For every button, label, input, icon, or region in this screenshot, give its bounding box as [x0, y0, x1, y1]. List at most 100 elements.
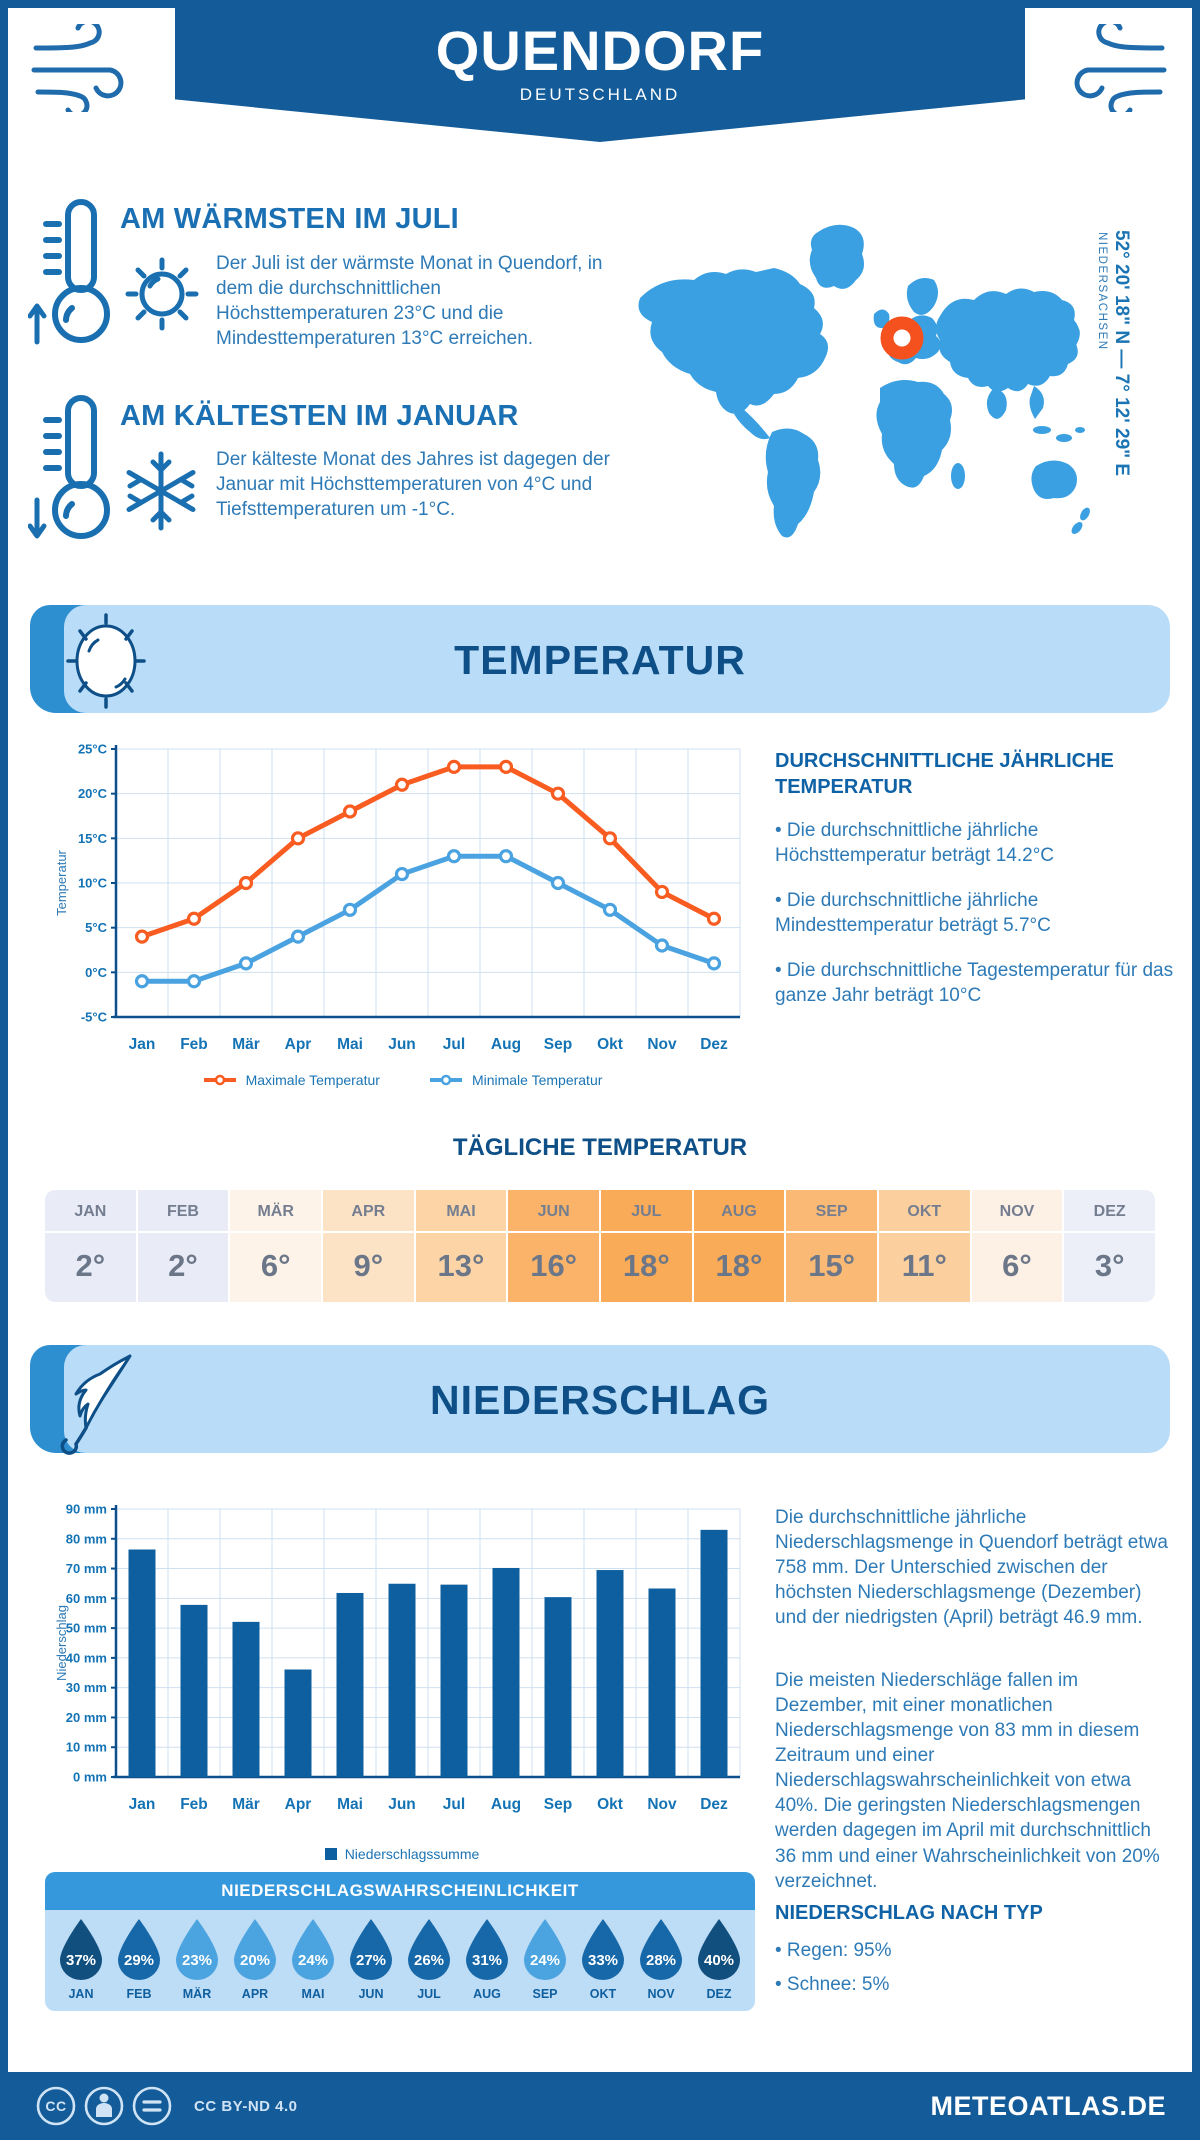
svg-text:Mär: Mär [232, 1036, 260, 1053]
daily-temp-value: 6° [1002, 1248, 1032, 1283]
droplet-month: OKT [589, 1987, 617, 2001]
wind-icon-right [1074, 24, 1167, 112]
svg-text:-5°C: -5°C [81, 1010, 108, 1025]
temperature-section-title: TEMPERATUR [454, 637, 746, 683]
legend-label-max: Maximale Temperatur [245, 1072, 380, 1088]
svg-text:Nov: Nov [647, 1796, 677, 1813]
daily-temp-value: 6° [260, 1248, 291, 1283]
site-name: METEOATLAS.DE [930, 2090, 1166, 2121]
daily-temp-value: 15° [808, 1248, 856, 1283]
svg-text:Okt: Okt [597, 1796, 623, 1813]
annual-bullet-2: • Die durchschnittliche jährliche Mindes… [775, 890, 1051, 937]
svg-text:Mai: Mai [337, 1036, 363, 1053]
droplet-icon: 26% [408, 1919, 450, 1980]
droplet-icon: 37% [60, 1919, 102, 1980]
svg-text:31%: 31% [472, 1952, 502, 1969]
svg-text:30 mm: 30 mm [66, 1680, 107, 1695]
svg-text:24%: 24% [298, 1952, 328, 1969]
daily-temp-cell: NOV 6° [971, 1190, 1063, 1302]
daily-temp-value: 9° [353, 1248, 384, 1283]
daily-temp-cell: AUG 18° [693, 1190, 785, 1302]
daily-temp-month: MÄR [230, 1190, 321, 1233]
thermometer-cold-icon [28, 395, 110, 539]
svg-text:24%: 24% [530, 1952, 560, 1969]
warmest-text: Der Juli ist der wärmste Monat in Quendo… [216, 253, 603, 350]
annual-bullet-1: • Die durchschnittliche jährliche Höchst… [775, 820, 1055, 867]
coldest-title: AM KÄLTESTEN IM JANUAR [120, 400, 519, 432]
svg-text:50 mm: 50 mm [66, 1621, 107, 1636]
daily-temp-value: 2° [168, 1248, 198, 1283]
svg-text:Apr: Apr [285, 1796, 312, 1813]
umbrella-icon [60, 1354, 132, 1455]
svg-text:Apr: Apr [285, 1036, 312, 1053]
legend-item-min: Minimale Temperatur [428, 1072, 602, 1088]
svg-text:Jan: Jan [129, 1036, 156, 1053]
precipitation-banner [64, 1345, 1170, 1453]
svg-text:Feb: Feb [180, 1796, 208, 1813]
daily-temp-month: SEP [786, 1190, 877, 1233]
header-banner: QUENDORF DEUTSCHLAND [175, 0, 1025, 142]
droplet-month: AUG [473, 1987, 501, 2001]
svg-text:Temperatur: Temperatur [54, 849, 69, 915]
daily-temp-month: JUN [508, 1190, 599, 1233]
svg-text:40 mm: 40 mm [66, 1650, 107, 1665]
daily-temp-month: NOV [971, 1190, 1063, 1233]
cc-by-nd-icons: CC [36, 2086, 172, 2126]
svg-text:Jan: Jan [129, 1796, 156, 1813]
probability-droplet: 31% AUG [459, 1918, 515, 2001]
daily-temperature-table: JAN 2° FEB 2° MÄR 6° APR 9° MAI 13° JUN 16° JUL 18° AU… [45, 1190, 1155, 1302]
droplet-icon: 29% [118, 1919, 160, 1980]
svg-text:Nov: Nov [647, 1036, 677, 1053]
annual-temperature-title: DURCHSCHNITTLICHE JÄHRLICHE TEMPERATUR [775, 750, 1114, 798]
probability-droplet: 40% DEZ [691, 1918, 747, 2001]
snowflake-icon [126, 451, 196, 531]
svg-text:Sep: Sep [544, 1036, 572, 1053]
droplet-month: NOV [647, 1987, 675, 2001]
wind-icon-left [31, 24, 124, 112]
daily-temp-value: 13° [437, 1248, 485, 1283]
svg-text:70 mm: 70 mm [66, 1561, 107, 1576]
svg-text:60 mm: 60 mm [66, 1591, 107, 1606]
page-subtitle: DEUTSCHLAND [519, 85, 681, 104]
page-title: QUENDORF [435, 19, 765, 82]
svg-text:Dez: Dez [700, 1036, 728, 1053]
daily-temp-value: 18° [622, 1248, 670, 1283]
droplet-month: DEZ [706, 1987, 732, 2001]
probability-droplet: 33% OKT [575, 1918, 631, 2001]
svg-text:0°C: 0°C [85, 965, 107, 980]
world-map [638, 224, 1090, 538]
precipitation-paragraph-1: Die durchschnittliche jährliche Niedersc… [775, 1507, 1168, 1629]
svg-text:20 mm: 20 mm [66, 1710, 107, 1725]
svg-text:20°C: 20°C [78, 786, 108, 801]
droplet-icon: 27% [350, 1919, 392, 1980]
svg-text:27%: 27% [356, 1952, 386, 1969]
legend-label-precip: Niederschlagssumme [344, 1846, 480, 1862]
svg-text:Dez: Dez [700, 1796, 728, 1813]
daily-temp-value: 18° [715, 1248, 763, 1283]
precipitation-type-rain: • Regen: 95% [775, 1940, 892, 1961]
daily-temp-cell: JAN 2° [45, 1190, 136, 1302]
daily-temp-value: 2° [75, 1248, 106, 1283]
probability-droplets: 37% JAN 29% FEB 23% MÄR 20% APR 24% MAI 27% JUN 26% J… [53, 1918, 747, 2001]
probability-droplet: 27% JUN [343, 1918, 399, 2001]
daily-temp-cell: SEP 15° [786, 1190, 877, 1302]
svg-text:CC: CC [45, 2098, 66, 2114]
daily-temp-month: JAN [45, 1190, 136, 1233]
precipitation-type-snow: • Schnee: 5% [775, 1974, 890, 1995]
droplet-month: APR [241, 1987, 269, 2001]
license-text: CC BY-ND 4.0 [194, 2097, 298, 2115]
daily-temp-cell: APR 9° [322, 1190, 414, 1302]
daily-temp-month: OKT [878, 1190, 970, 1233]
droplet-month: SEP [532, 1987, 558, 2001]
svg-text:Jun: Jun [388, 1796, 416, 1813]
droplet-icon: 28% [640, 1919, 682, 1980]
precipitation-type-title: NIEDERSCHLAG NACH TYP [775, 1902, 1043, 1924]
svg-text:Niederschlag: Niederschlag [54, 1605, 69, 1681]
svg-text:Jul: Jul [443, 1796, 465, 1813]
droplet-month: JAN [68, 1987, 94, 2001]
location-marker [880, 316, 924, 360]
droplet-month: JUN [358, 1987, 384, 2001]
daily-temp-month: AUG [693, 1190, 785, 1233]
svg-text:29%: 29% [124, 1952, 154, 1969]
legend-label-min: Minimale Temperatur [471, 1072, 603, 1088]
